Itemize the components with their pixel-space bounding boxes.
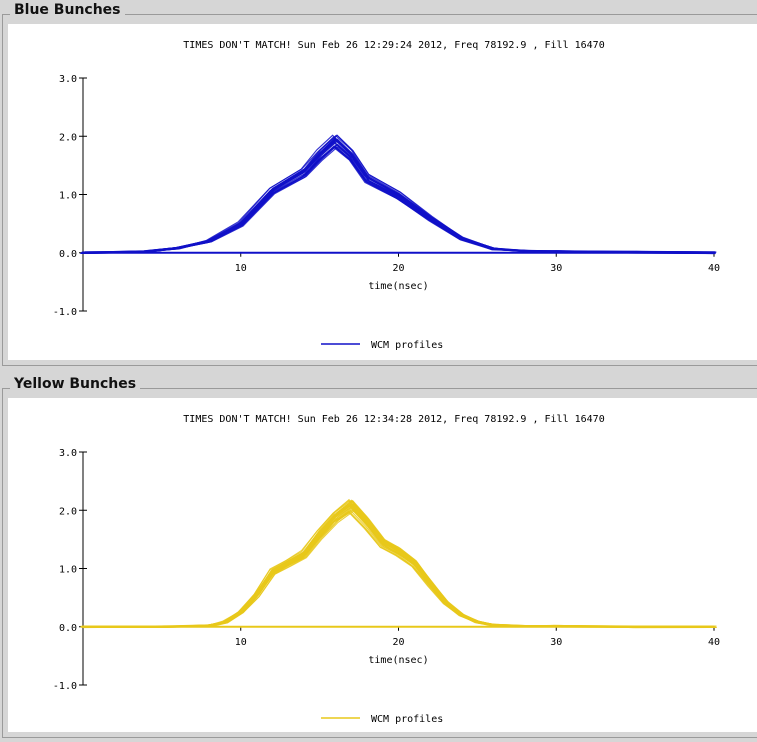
x-tick-label: 20 [392, 637, 404, 648]
profile-trace [85, 510, 717, 629]
chart-title: TIMES DON'T MATCH! Sun Feb 26 12:34:28 2… [183, 414, 604, 425]
panel-title: Yellow Bunches [10, 376, 141, 392]
plot-background [8, 398, 757, 732]
profile-trace [80, 510, 712, 628]
profile-trace [80, 504, 712, 629]
y-tick-label: 2.0 [59, 132, 77, 143]
x-axis-label: time(nsec) [368, 281, 428, 292]
profile-trace-mean [83, 502, 714, 628]
profile-trace [80, 498, 712, 629]
plot-background [8, 24, 757, 360]
profile-trace-mean [82, 137, 715, 254]
profile-trace [82, 509, 714, 628]
x-tick-label: 10 [235, 637, 247, 648]
profile-trace [85, 508, 717, 627]
y-tick-label: 0.0 [59, 623, 77, 634]
profile-trace [83, 500, 715, 629]
profile-trace [85, 503, 717, 629]
panel-frame [2, 388, 757, 738]
y-tick-label: 1.0 [59, 191, 77, 202]
profile-trace [84, 500, 716, 628]
y-tick-label: 3.0 [59, 74, 77, 85]
series-wcm-profiles [80, 134, 717, 255]
x-tick-label: 40 [708, 263, 720, 274]
panel-frame [2, 14, 757, 366]
y-tick-label: 2.0 [59, 506, 77, 517]
y-tick-label: -1.0 [53, 681, 77, 692]
x-tick-label: 20 [392, 263, 404, 274]
profile-trace [81, 146, 713, 253]
x-tick-label: 30 [550, 263, 562, 274]
profile-trace [82, 506, 715, 628]
y-tick-label: 3.0 [59, 448, 77, 459]
profile-trace [83, 499, 715, 629]
x-axis-label: time(nsec) [368, 655, 428, 666]
profile-trace [80, 511, 712, 628]
y-tick-label: 0.0 [59, 249, 77, 260]
profile-trace [83, 507, 715, 628]
series-wcm-profiles [80, 498, 717, 629]
legend-label: WCM profiles [371, 714, 443, 725]
profile-trace [82, 146, 714, 255]
x-tick-label: 10 [235, 263, 247, 274]
y-tick-label: -1.0 [53, 307, 77, 318]
chart-title: TIMES DON'T MATCH! Sun Feb 26 12:29:24 2… [183, 40, 604, 51]
blue-bunches-panel: Blue Bunches TIMES DON'T MATCH! Sun Feb … [0, 0, 757, 370]
profile-trace [80, 500, 712, 628]
profile-trace [81, 504, 713, 628]
profile-trace [83, 500, 715, 629]
profile-trace [81, 503, 714, 628]
profile-trace [83, 506, 715, 628]
profile-trace [80, 146, 713, 255]
profile-trace [81, 511, 713, 628]
wcm-chart-yellow: TIMES DON'T MATCH! Sun Feb 26 12:34:28 2… [53, 414, 720, 725]
profile-trace [85, 503, 717, 629]
wcm-chart-blue: TIMES DON'T MATCH! Sun Feb 26 12:29:24 2… [53, 40, 720, 351]
legend-label: WCM profiles [371, 340, 443, 351]
profile-trace [83, 508, 715, 629]
yellow-bunches-panel: Yellow Bunches TIMES DON'T MATCH! Sun Fe… [0, 374, 757, 742]
x-tick-label: 40 [708, 637, 720, 648]
x-tick-label: 30 [550, 637, 562, 648]
panel-title: Blue Bunches [10, 2, 125, 18]
y-tick-label: 1.0 [59, 565, 77, 576]
profile-trace [84, 499, 716, 628]
